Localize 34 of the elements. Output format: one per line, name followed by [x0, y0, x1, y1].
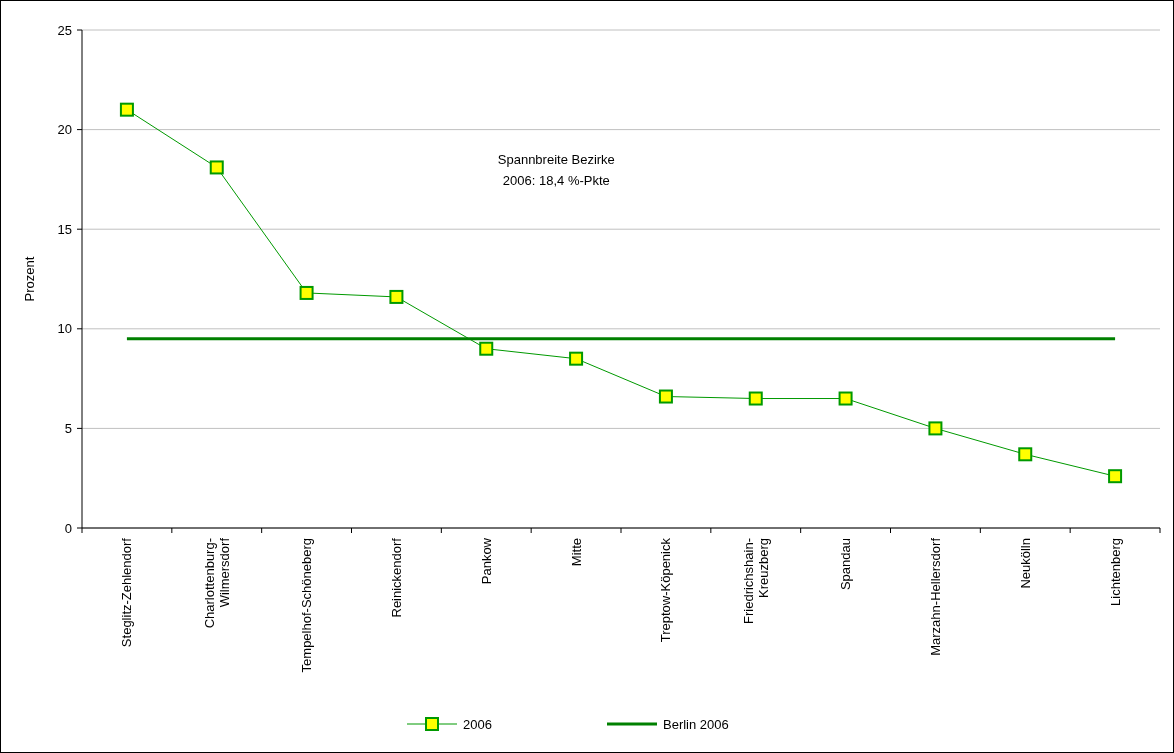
- point: [748, 391, 763, 406]
- x-tick-label: Mitte: [568, 538, 584, 567]
- point: [209, 160, 224, 175]
- point: [119, 102, 134, 117]
- y-tick-label: 15: [57, 221, 72, 237]
- point: [838, 391, 853, 406]
- x-tick-label: Charlottenburg- Wilmersdorf: [201, 537, 233, 629]
- point: [1108, 469, 1123, 484]
- x-tick-label: Treptow-Köpenick: [658, 537, 674, 643]
- y-tick-label: 10: [57, 321, 72, 337]
- x-tick-label: Steglitz-Zehlendorf: [119, 537, 135, 648]
- y-tick-label: 5: [64, 420, 72, 436]
- y-tick-label: 25: [57, 22, 72, 38]
- point: [928, 421, 943, 436]
- x-tick-label: Spandau: [838, 538, 854, 591]
- legend-label: Berlin 2006: [663, 716, 729, 732]
- point: [569, 351, 584, 366]
- point: [299, 285, 314, 300]
- point: [389, 289, 404, 304]
- point: [479, 341, 494, 356]
- x-tick-label: Reinickendorf: [388, 537, 404, 618]
- annotation: Spannbreite Bezirke 2006: 18,4 %-Pkte: [497, 152, 615, 189]
- y-tick-label: 0: [64, 520, 72, 536]
- point: [658, 389, 673, 404]
- x-tick-label: Pankow: [478, 537, 494, 585]
- y-axis-title: Prozent: [22, 256, 37, 302]
- y-tick-label: 20: [57, 122, 72, 138]
- x-tick-label: Tempelhof-Schöneberg: [299, 538, 315, 673]
- x-tick-label: Lichtenberg: [1107, 538, 1123, 606]
- legend-label: 2006: [463, 716, 492, 732]
- x-tick-label: Marzahn-Hellersdorf: [927, 537, 943, 656]
- x-tick-label: Friedrichshain- Kreuzberg: [740, 538, 772, 624]
- x-tick-label: Neukölln: [1017, 538, 1033, 589]
- point: [1018, 447, 1033, 462]
